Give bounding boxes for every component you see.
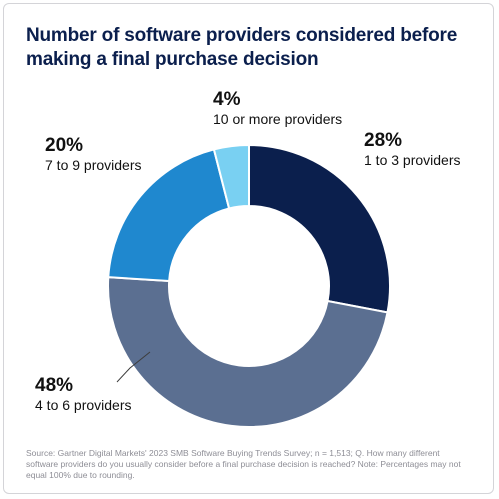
slice-label-7-to-9: 20% 7 to 9 providers [45,136,142,174]
slice-percent: 48% [35,375,74,396]
donut-slices [107,143,391,428]
donut-slice-1-to-3-providers [248,143,391,314]
slice-label-4-to-6: 48% 4 to 6 providers [35,376,132,414]
slice-description: 10 or more providers [213,111,343,127]
slice-description: 4 to 6 providers [35,397,132,413]
source-note: Source: Gartner Digital Markets' 2023 SM… [26,448,461,480]
chart-card: Number of software providers considered … [3,3,494,494]
leader-line-4-to-6 [116,351,151,383]
slice-label-10-or-more: 4% 10 or more providers [213,90,342,128]
slice-label-1-to-3: 28% 1 to 3 providers [364,131,461,169]
slice-description: 1 to 3 providers [364,152,461,168]
slice-description: 7 to 9 providers [45,157,142,173]
donut-slice-10-or-more-providers [212,143,250,210]
donut-chart [107,143,391,428]
slice-percent: 4% [213,89,241,110]
chart-title: Number of software providers considered … [26,25,458,70]
donut-slice-4-to-6-providers [107,276,389,428]
slice-percent: 20% [45,135,84,156]
leader-lines [116,351,151,383]
slice-percent: 28% [364,130,403,151]
